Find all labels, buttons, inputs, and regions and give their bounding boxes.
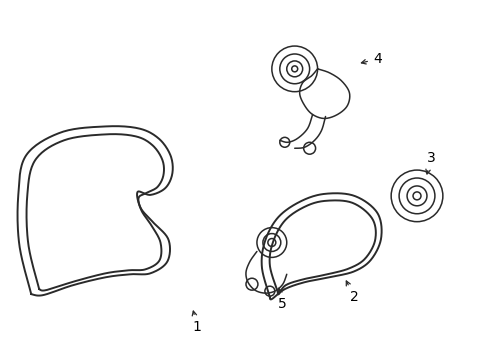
Text: 4: 4	[361, 52, 381, 66]
Text: 3: 3	[425, 151, 434, 174]
Text: 1: 1	[192, 311, 201, 334]
Text: 2: 2	[346, 281, 358, 304]
Text: 5: 5	[277, 288, 286, 311]
